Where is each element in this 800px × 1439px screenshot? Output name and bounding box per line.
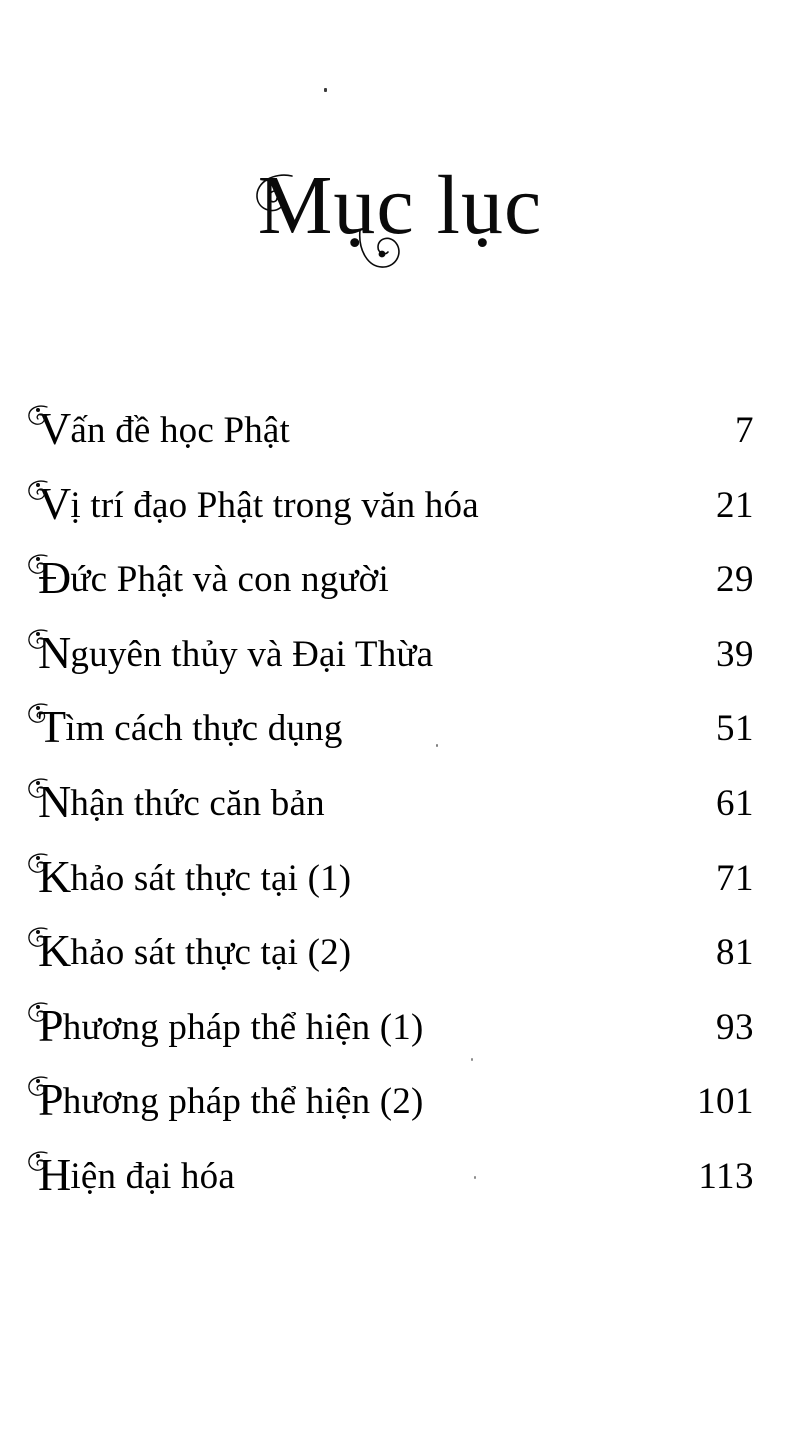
initial-letter: P	[38, 1074, 64, 1126]
toc-entry-title[interactable]: Khảo sát thực tại (1)	[28, 850, 352, 902]
toc-entry-page-number[interactable]: 21	[716, 484, 754, 526]
page-title-block: Mục lục	[0, 164, 800, 284]
toc-entry[interactable]: Phương pháp thể hiện (2) 101	[28, 1074, 754, 1150]
initial-letter: P	[38, 999, 64, 1051]
toc-entry-page-number[interactable]: 93	[716, 1006, 754, 1048]
toc-entry[interactable]: Nguyên thủy và Đại Thừa 39	[28, 626, 754, 703]
decorated-initial: N	[28, 626, 72, 678]
toc-entry-page-number[interactable]: 29	[716, 559, 754, 601]
toc-entry-page-number[interactable]: 7	[735, 410, 754, 451]
initial-letter: V	[38, 477, 72, 529]
initial-letter: H	[38, 1148, 72, 1200]
toc-entry-page-number[interactable]: 81	[716, 932, 754, 974]
toc-entry-title-rest: hận thức căn bản	[70, 782, 325, 824]
toc-entry-title[interactable]: Nguyên thủy và Đại Thừa	[28, 626, 434, 678]
initial-letter: K	[38, 925, 72, 977]
toc-entry-title[interactable]: Hiện đại hóa	[28, 1148, 235, 1200]
toc-entry[interactable]: Tìm cách thực dụng 51	[28, 701, 754, 777]
toc-entry-title-rest: hương pháp thể hiện (1)	[62, 1006, 424, 1048]
initial-letter: T	[38, 701, 67, 753]
scan-speck-icon	[324, 88, 327, 92]
toc-entry-page-number[interactable]: 39	[716, 633, 754, 675]
initial-letter: V	[38, 403, 72, 454]
toc-entry-title-rest: iện đại hóa	[70, 1155, 235, 1197]
initial-letter: N	[38, 775, 72, 827]
toc-entry[interactable]: Hiện đại hóa 113	[28, 1148, 754, 1225]
decorated-initial: K	[28, 925, 72, 977]
toc-entry-title[interactable]: Phương pháp thể hiện (2)	[28, 1074, 424, 1126]
page-title-text: Mục lục	[257, 159, 543, 252]
toc-entry-page-number[interactable]: 113	[698, 1155, 754, 1197]
toc-entry[interactable]: Phương pháp thể hiện (1) 93	[28, 999, 754, 1076]
decorated-initial: V	[28, 477, 72, 529]
decorated-initial: P	[28, 999, 64, 1051]
toc-entry-title-rest: ìm cách thực dụng	[65, 708, 343, 750]
table-of-contents: Vấn đề học Phật 7 Vị trí đạo Phật trong …	[28, 403, 754, 1225]
toc-entry[interactable]: Nhận thức căn bản 61	[28, 775, 754, 852]
initial-letter: K	[38, 850, 72, 902]
toc-entry[interactable]: Khảo sát thực tại (1) 71	[28, 850, 754, 927]
toc-entry-title[interactable]: Tìm cách thực dụng	[28, 701, 343, 753]
toc-entry-page-number[interactable]: 61	[716, 782, 754, 824]
decorated-initial: Đ	[28, 552, 72, 604]
toc-entry[interactable]: Khảo sát thực tại (2) 81	[28, 925, 754, 1001]
toc-entry-title[interactable]: Khảo sát thực tại (2)	[28, 925, 352, 977]
scan-speck-icon	[471, 1058, 473, 1061]
toc-entry[interactable]: Đức Phật và con người 29	[28, 552, 754, 628]
toc-entry-title[interactable]: Vị trí đạo Phật trong văn hóa	[28, 477, 479, 529]
toc-entry-title-rest: hảo sát thực tại (1)	[70, 857, 352, 899]
scan-speck-icon	[474, 1176, 476, 1179]
toc-entry-page-number[interactable]: 71	[716, 857, 754, 899]
toc-entry[interactable]: Vấn đề học Phật 7	[28, 403, 754, 479]
toc-entry-title[interactable]: Phương pháp thể hiện (1)	[28, 999, 424, 1051]
decorated-initial: V	[28, 403, 72, 454]
decorated-initial: H	[28, 1148, 72, 1200]
initial-letter: Đ	[38, 552, 72, 604]
toc-entry-title-rest: hương pháp thể hiện (2)	[62, 1081, 424, 1123]
initial-letter: N	[38, 626, 72, 678]
toc-entry-title-rest: ị trí đạo Phật trong văn hóa	[70, 484, 479, 526]
decorated-initial: T	[28, 701, 67, 753]
decorated-initial: K	[28, 850, 72, 902]
page-title: Mục lục	[255, 164, 543, 268]
scan-speck-icon	[436, 744, 438, 747]
toc-entry-title-rest: guyên thủy và Đại Thừa	[70, 633, 434, 675]
decorated-initial: N	[28, 775, 72, 827]
toc-entry-title[interactable]: Nhận thức căn bản	[28, 775, 325, 827]
decorated-initial: P	[28, 1074, 64, 1126]
toc-entry-page-number[interactable]: 101	[697, 1081, 754, 1123]
toc-entry-title-rest: hảo sát thực tại (2)	[70, 932, 352, 974]
toc-entry-title[interactable]: Vấn đề học Phật	[28, 403, 291, 454]
toc-entry-title-rest: ức Phật và con người	[70, 559, 389, 601]
toc-entry-title[interactable]: Đức Phật và con người	[28, 552, 389, 604]
toc-entry[interactable]: Vị trí đạo Phật trong văn hóa 21	[28, 477, 754, 554]
toc-entry-title-rest: ấn đề học Phật	[70, 410, 291, 451]
toc-entry-page-number[interactable]: 51	[716, 708, 754, 750]
